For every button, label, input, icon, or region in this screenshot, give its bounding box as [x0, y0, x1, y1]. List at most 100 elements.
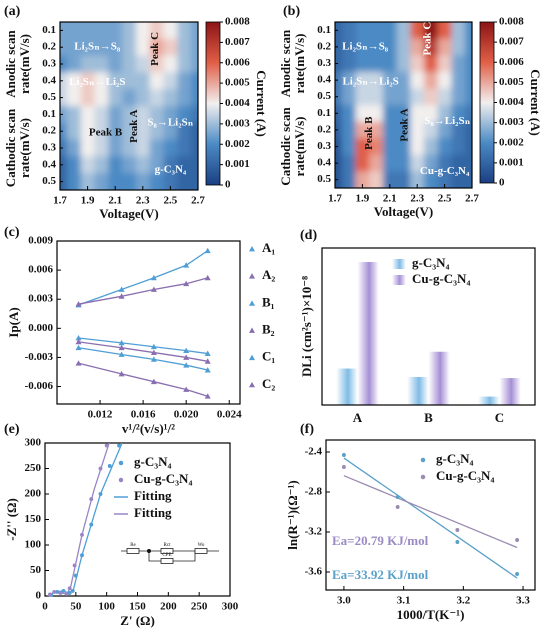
heat-cell [149, 38, 165, 57]
bar [499, 378, 521, 405]
heat-cell [66, 156, 82, 174]
y-tick-label: 0.4 [317, 157, 331, 169]
heat-cell [177, 38, 192, 57]
heat-cell [135, 122, 151, 141]
heat-cell [163, 122, 178, 141]
heat-cell [163, 139, 178, 157]
heat-cell [177, 173, 192, 190]
x-tick-label: 2.3 [410, 193, 424, 205]
marker [183, 362, 190, 368]
marker [52, 589, 57, 594]
heat-cell [108, 22, 123, 40]
heat-cell [451, 88, 466, 106]
heat-cell [149, 122, 165, 141]
y-tick-label: 0.1 [42, 108, 56, 120]
marker [75, 360, 82, 366]
plot-frame [334, 21, 473, 189]
heat-cell [369, 71, 384, 89]
heat-cell [191, 139, 198, 157]
heat-cell [163, 22, 178, 40]
heat-cell [80, 139, 96, 157]
heat-cell [341, 105, 357, 123]
x-axis-label: 1000/T(K⁻¹) [397, 607, 465, 622]
bar [336, 368, 358, 405]
heat-cell [335, 88, 343, 106]
marker [249, 300, 255, 306]
bar [407, 376, 429, 405]
heat-cell [382, 55, 398, 73]
heat-cell [396, 171, 411, 188]
heat-cell [437, 154, 453, 172]
marker [204, 247, 211, 254]
legend-label: Fitting [134, 505, 172, 520]
circuit [121, 548, 219, 564]
heat-cell [465, 88, 472, 106]
heat-cell [382, 71, 398, 89]
heat-cell [437, 22, 453, 40]
heat-cell [396, 88, 411, 106]
heat-cell [191, 72, 198, 90]
x-tick-label: 50 [70, 601, 82, 613]
panel-label: (c) [4, 225, 20, 240]
heat-cell [369, 55, 384, 73]
annotation: g-C₃N₄ [155, 163, 187, 175]
marker [150, 378, 157, 385]
x-tick-label: 150 [129, 601, 146, 613]
heat-cell [424, 171, 439, 188]
legend-swatch [392, 275, 406, 285]
y-tick-label: 0 [36, 590, 42, 602]
y-axis-label: ln(R⁻¹)(Ω⁻¹) [285, 480, 300, 549]
heat-cell [424, 105, 439, 123]
heat-cell [437, 121, 453, 139]
heat-cell [382, 121, 398, 139]
heat-cell [60, 38, 68, 57]
marker [204, 393, 211, 399]
heat-cell [465, 171, 472, 188]
y-tick-label: 100 [25, 539, 42, 551]
heat-cell [108, 106, 123, 124]
annotation: Peak A [128, 109, 140, 142]
y-tick-label: 0.000 [28, 322, 53, 334]
heat-cell [382, 38, 398, 56]
marker [183, 386, 190, 392]
marker [89, 497, 94, 502]
y-axis-label: rate(mV/s) [17, 118, 32, 178]
heat-cell [369, 38, 384, 56]
x-tick-label: 2.3 [136, 195, 150, 207]
marker [118, 477, 124, 483]
heat-cell [177, 139, 192, 157]
legend-label: C₁ [262, 349, 275, 364]
heat-cell [122, 22, 137, 40]
heat-cell [60, 55, 68, 73]
y-tick-label: -2.8 [305, 486, 323, 498]
heat-cell [80, 55, 96, 73]
marker [67, 586, 72, 591]
heat-cell [355, 88, 370, 106]
heat-cell [335, 138, 343, 156]
heat-cell [341, 22, 357, 40]
x-tick-label: 100 [98, 601, 115, 613]
heat-cell [177, 22, 192, 40]
heat-cell [335, 121, 343, 139]
heat-cell [94, 22, 109, 40]
colorbar [205, 21, 221, 186]
marker [183, 347, 190, 354]
heat-cell [341, 38, 357, 56]
heat-cell [122, 72, 137, 90]
heat-cell [355, 71, 370, 89]
heat-cell [410, 88, 425, 106]
y-axis-label: rate(mV/s) [17, 34, 32, 94]
x-axis-label: Z' (Ω) [120, 613, 155, 628]
annotation: Ea=33.92 KJ/mol [332, 567, 429, 582]
annotation: Peak B [89, 126, 123, 138]
heat-cell [369, 22, 384, 40]
heat-cell [135, 156, 151, 174]
annotation: S₈→Li₂Sₙ [424, 115, 470, 127]
heat-cell [66, 139, 82, 157]
marker [204, 274, 211, 281]
x-tick-label: 3.2 [456, 595, 470, 607]
heat-cell [437, 55, 453, 73]
heat-cell [451, 55, 466, 73]
heat-cell [191, 22, 198, 40]
marker [249, 327, 255, 333]
